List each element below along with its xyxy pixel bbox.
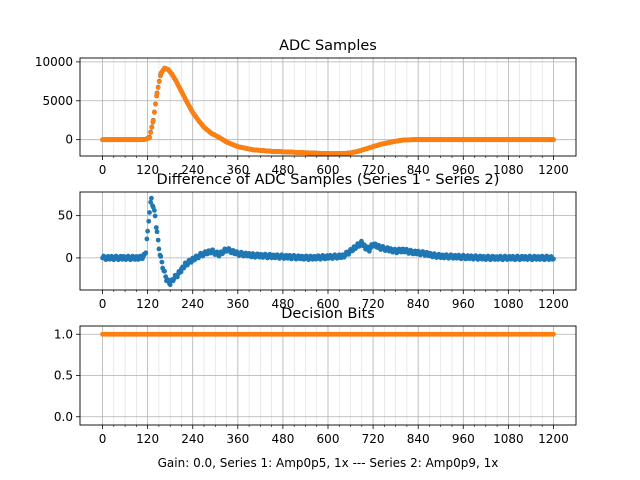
adc-difference-series-1-point (551, 256, 556, 262)
adc-samples-series-2-point (155, 85, 161, 90)
adc-difference-series-1-point (152, 213, 158, 219)
adc-difference-panel: 0 120 240 360 480 600 720 840 960 1080 1200 0 50 Diff… (58, 172, 577, 311)
decision-bits-x-tick-label: 1200 (538, 432, 569, 446)
adc-samples-series-2-point (150, 118, 156, 124)
decision-bits-grid (80, 326, 576, 425)
decision-bits-series-1-point (551, 331, 556, 337)
adc-difference-series-1-point (147, 210, 152, 215)
decision-bits-series-1 (100, 331, 556, 337)
adc-samples-title: ADC Samples (279, 38, 377, 54)
adc-samples-x-tick-label: 840 (407, 163, 430, 177)
adc-samples-series-2-point (156, 79, 162, 85)
adc-difference-x-tick-label: 0 (99, 297, 107, 311)
adc-difference-series-1-point (162, 268, 167, 274)
adc-difference-x-tick-label: 360 (226, 297, 249, 311)
adc-difference-series-1-point (155, 237, 161, 243)
decision-bits-x-tick-label: 840 (407, 432, 430, 446)
adc-difference-x-tick-label: 600 (317, 297, 340, 311)
adc-difference-series-1-point (154, 229, 160, 235)
adc-difference-series-1-point (145, 228, 151, 234)
adc-samples-series-2-point (551, 137, 556, 143)
adc-difference-title: Difference of ADC Samples (Series 1 - Se… (157, 172, 500, 188)
adc-samples-x-tick-label: 960 (452, 163, 475, 177)
adc-samples-y-tick-label: 10000 (35, 55, 73, 69)
adc-difference-x-tick-label: 720 (362, 297, 385, 311)
adc-samples-series-2 (100, 65, 556, 156)
figure-caption: Gain: 0.0, Series 1: Amp0p5, 1x --- Seri… (158, 456, 499, 470)
adc-samples-series-2-point (154, 90, 160, 96)
adc-samples-panel: 0 120 240 360 480 600 720 840 960 1080 1200 0 5000 10… (35, 38, 577, 177)
adc-samples-x-tick-label: 1200 (538, 163, 569, 177)
adc-samples-x-tick-label: 600 (317, 163, 340, 177)
adc-difference-series-1-point (156, 246, 162, 252)
adc-difference-y-tick-label: 0 (65, 251, 73, 265)
adc-samples-y-tick-label: 0 (65, 133, 73, 147)
adc-samples-x-tick-label: 720 (362, 163, 385, 177)
adc-difference-x-tick-label: 960 (452, 297, 475, 311)
adc-difference-series-1-point (158, 253, 164, 259)
adc-difference-x-tick-label: 480 (271, 297, 294, 311)
adc-difference-series-1-point (159, 259, 165, 265)
adc-samples-x-tick-label: 1080 (493, 163, 524, 177)
decision-bits-x-tick-label: 1080 (493, 432, 524, 446)
adc-samples-x-tick-label: 360 (226, 163, 249, 177)
adc-difference-series-1-point (146, 218, 152, 224)
adc-samples-x-tick-label: 480 (271, 163, 294, 177)
decision-bits-x-tick-label: 480 (271, 432, 294, 446)
decision-bits-y-tick-label: 1.0 (54, 327, 73, 341)
adc-difference-series-1-point (152, 208, 157, 213)
decision-bits-x-tick-label: 360 (226, 432, 249, 446)
decision-bits-x-tick-label: 240 (181, 432, 204, 446)
adc-samples-series-2-point (153, 101, 158, 107)
adc-difference-series-1-point (143, 250, 149, 256)
decision-bits-y-tick-label: 0.0 (54, 410, 73, 424)
decision-bits-title: Decision Bits (281, 306, 375, 322)
decision-bits-x-tick-label: 600 (317, 432, 340, 446)
adc-samples-series-2-point (149, 125, 155, 130)
adc-samples-x-tick-label: 240 (181, 163, 204, 177)
adc-samples-series-2-point (147, 135, 152, 141)
adc-difference-x-tick-label: 240 (181, 297, 204, 311)
adc-difference-x-tick-label: 1080 (493, 297, 524, 311)
adc-samples-y-tick-label: 5000 (42, 94, 73, 108)
adc-samples-x-tick-label: 0 (99, 163, 107, 177)
adc-samples-series-2-point (148, 130, 154, 135)
adc-difference-x-tick-label: 840 (407, 297, 430, 311)
decision-bits-x-tick-label: 0 (99, 432, 107, 446)
adc-samples-series-2-point (152, 110, 157, 115)
adc-samples-x-tick-label: 120 (136, 163, 159, 177)
decision-bits-y-tick-label: 0.5 (54, 369, 73, 383)
adc-difference-y-tick-label: 50 (58, 209, 73, 223)
decision-bits-x-tick-label: 960 (452, 432, 475, 446)
adc-difference-series-1-point (144, 236, 150, 242)
adc-difference-series-1-point (153, 225, 159, 230)
decision-bits-x-tick-label: 720 (362, 432, 385, 446)
decision-bits-panel: 0 120 240 360 480 600 720 840 960 1080 1200 0.0 0.5 1… (54, 306, 577, 446)
decision-bits-x-tick-label: 120 (136, 432, 159, 446)
adc-difference-x-tick-label: 1200 (538, 297, 569, 311)
adc-difference-x-tick-label: 120 (136, 297, 159, 311)
adc-difference-series-1-point (148, 195, 154, 201)
adc-difference-series-1-point (167, 282, 173, 288)
adc-difference-series-1 (100, 195, 556, 288)
